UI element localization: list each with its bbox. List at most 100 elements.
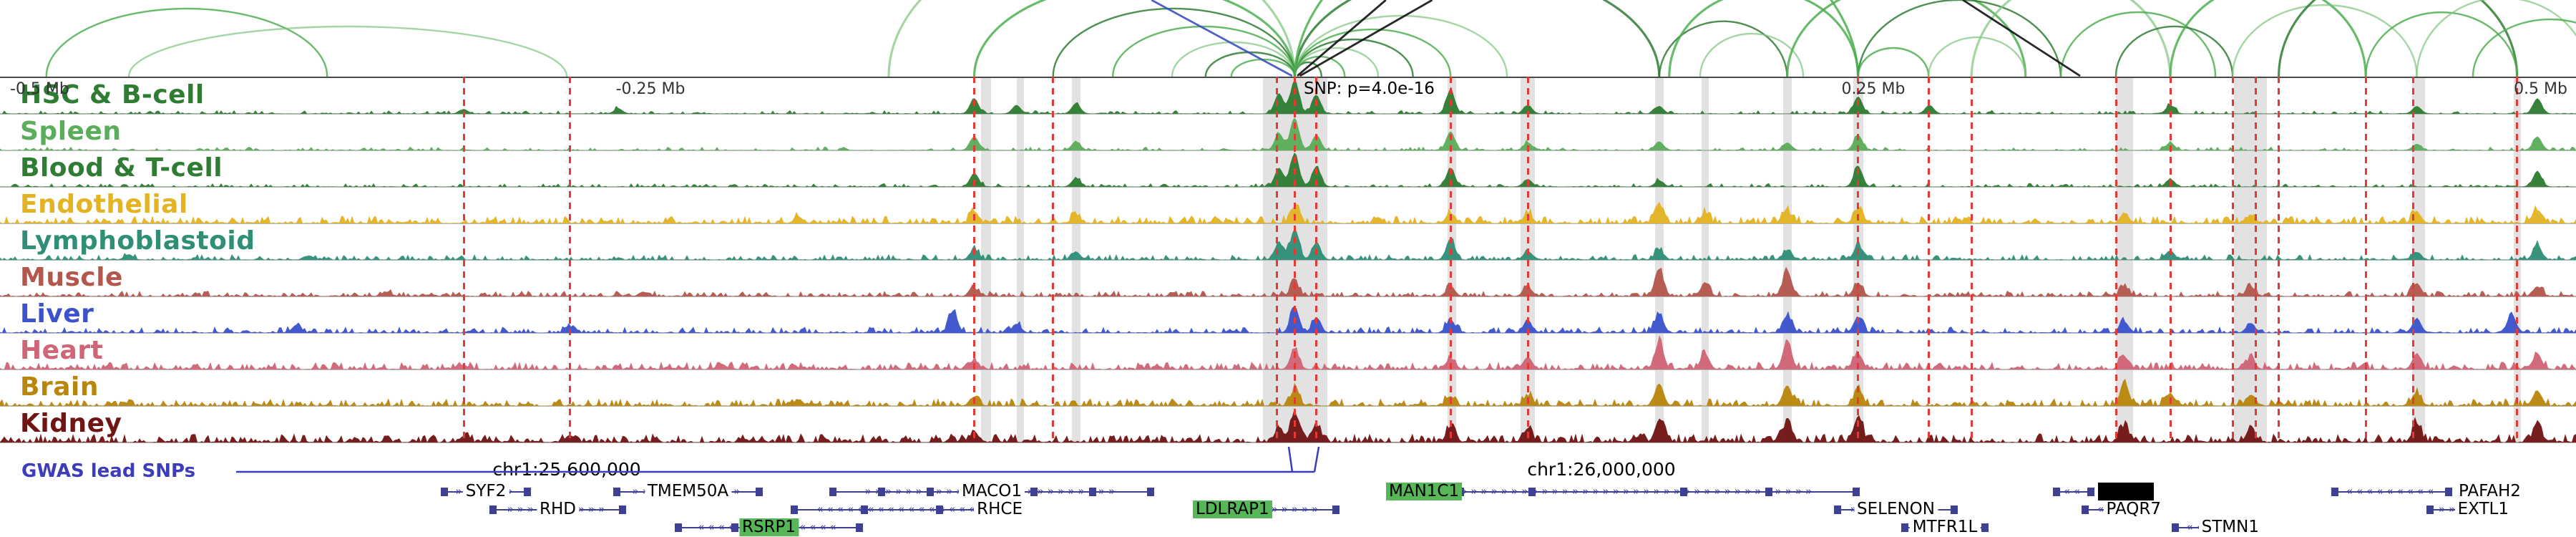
gene-maco1[interactable]: »»»»»»»»»»»»»»»»»»»»»»»»»MACO1 [829, 483, 1154, 500]
signal-tracks-panel: HSC & B-cell Spleen Blood & T-cell Endothel… [0, 77, 2576, 443]
gene-label-selenon: SELENON [1854, 500, 1938, 518]
exon-block [2082, 505, 2089, 514]
gene-label-man1c1: MAN1C1 [1386, 483, 1463, 500]
gwas-lead-snps-label[interactable]: GWAS lead SNPs [21, 460, 196, 482]
exon-block [675, 523, 682, 532]
signal-area-endothelial [0, 201, 2576, 223]
exon-block [2172, 523, 2179, 532]
gene-rhce[interactable]: «««««««««««««««««« RHCE [791, 500, 1025, 518]
exon-block [2426, 505, 2434, 514]
snp-guide-line [2278, 77, 2280, 442]
interaction-arc [1204, 51, 1296, 77]
gene-body-line [2331, 491, 2452, 493]
track-row-kidney[interactable]: Kidney [0, 407, 2576, 443]
track-row-liver[interactable]: Liver [0, 297, 2576, 334]
interaction-arc [1699, 32, 1805, 77]
axis-label-mb-0: -0.5 Mb [10, 80, 69, 98]
track-label-muscle[interactable]: Muscle [20, 263, 123, 292]
interaction-arc [1171, 41, 1296, 77]
track-row-hsc-b-cell[interactable]: HSC & B-cell [0, 78, 2576, 115]
snp-guide-line [1450, 77, 1452, 442]
gene-label-paqr7: PAQR7 [2103, 500, 2164, 518]
snp-guide-line [2412, 77, 2414, 442]
track-row-spleen[interactable]: Spleen [0, 115, 2576, 151]
interaction-arc [1857, 0, 2062, 77]
snp-guide-line [1315, 77, 1317, 442]
track-row-endothelial[interactable]: Endothelial [0, 188, 2576, 224]
signal-area-brain [0, 378, 2576, 406]
gene-body-line [2053, 491, 2094, 493]
track-row-brain[interactable]: Brain [0, 370, 2576, 407]
interaction-arc [1294, 28, 1452, 77]
interaction-arc [887, 0, 1296, 77]
exon-block [1951, 505, 1958, 514]
gene-selenon[interactable]: »»»»»»»»»SELENON [1834, 500, 1958, 518]
interaction-arc [1293, 0, 1661, 77]
gene-paqr7[interactable]: «««««PAQR7 [2082, 500, 2164, 518]
signal-area-hsc-b-cell [0, 79, 2576, 114]
interaction-arc [1658, 20, 1788, 77]
gene-rsrp1[interactable]: ««««««««««««««RSRP1 [675, 518, 863, 536]
gene-rhd[interactable]: »»»»»»»»»»RHD [489, 500, 626, 518]
gene-mtfr1l[interactable]: ««««««MTFR1L [1901, 518, 1989, 536]
gene-label-extl1: EXTL1 [2454, 500, 2512, 518]
exon-block [1147, 488, 1154, 496]
gene-syf2[interactable]: »»»»»»SYF2 [441, 483, 531, 500]
exon-block [791, 505, 798, 514]
signal-area-blood-t-cell [0, 153, 2576, 187]
track-label-kidney[interactable]: Kidney [20, 409, 122, 438]
interaction-arc [1052, 7, 1296, 77]
track-label-blood-t-cell[interactable]: Blood & T-cell [20, 153, 223, 183]
gene-tmem50a[interactable]: »»»»»»»»»»»TMEM50A [613, 483, 763, 500]
interaction-arc [2472, 18, 2576, 77]
interaction-arc [1230, 58, 1296, 77]
gene-aunip[interactable]: «« AUNIP [2053, 483, 2155, 500]
exon-block [1030, 488, 1038, 496]
interaction-arc [2231, 4, 2418, 77]
snp-guide-line [1294, 77, 1296, 442]
track-label-liver[interactable]: Liver [20, 299, 94, 329]
track-label-lymphoblastoid[interactable]: Lymphoblastoid [20, 226, 255, 256]
exon-block [524, 488, 531, 496]
gene-extl1[interactable]: »»»»»»EXTL1 [2426, 500, 2512, 518]
track-label-heart[interactable]: Heart [20, 336, 104, 365]
exon-block [1680, 488, 1687, 496]
exon-block [613, 488, 620, 496]
interaction-arc [1294, 47, 1380, 77]
gene-track: »»»»»»SYF2»»»»»»»»»»RHD»»»»»»»»»»»TMEM50… [0, 442, 2576, 537]
gene-label-pafah2: PAFAH2 [2456, 483, 2524, 500]
gene-label-maco1: MACO1 [959, 483, 1025, 500]
interaction-arc [1294, 38, 1414, 77]
interaction-line [1297, 0, 1387, 77]
track-label-hsc-b-cell[interactable]: HSC & B-cell [20, 80, 205, 110]
gene-label-ldlrap1: LDLRAP1 [1193, 500, 1272, 518]
exon-block [1834, 505, 1841, 514]
gene-stmn1[interactable]: ««««««STMN1 [2172, 518, 2262, 536]
exon-block [2331, 488, 2338, 496]
track-label-endothelial[interactable]: Endothelial [20, 190, 188, 219]
snp-guide-line [973, 77, 975, 442]
track-row-muscle[interactable]: Muscle [0, 261, 2576, 297]
gene-man1c1[interactable]: »»»»»»»»»»»»»»»»»»»»»»»»»»»»»»»»»»»»»» MA… [1386, 483, 1860, 500]
snp-guide-line [2255, 77, 2257, 442]
exon-block [936, 505, 943, 514]
track-label-brain[interactable]: Brain [20, 372, 99, 402]
exon-block [2087, 488, 2094, 496]
snp-guide-line [1527, 77, 1529, 442]
axis-label-mb-2: 0.25 Mb [1841, 80, 1906, 98]
exon-block [1765, 488, 1772, 496]
gene-pafah2[interactable]: ««««««««« PAFAH2 [2331, 483, 2524, 500]
exon-block [1089, 488, 1096, 496]
exon-block [1981, 523, 1989, 532]
track-row-blood-t-cell[interactable]: Blood & T-cell [0, 151, 2576, 188]
interaction-arc [2278, 0, 2519, 77]
coordinate-label-right: chr1:26,000,000 [1527, 459, 1676, 480]
gene-label-mtfr1l: MTFR1L [1909, 518, 1981, 536]
gene-body-line [791, 509, 1025, 511]
track-row-heart[interactable]: Heart [0, 334, 2576, 370]
track-row-lymphoblastoid[interactable]: Lymphoblastoid [0, 224, 2576, 261]
strand-chevrons: ««««««««« [2346, 485, 2438, 498]
track-label-spleen[interactable]: Spleen [20, 117, 122, 146]
gene-ldlrap1[interactable]: »»»»»»»»»»»LDLRAP1 [1193, 500, 1340, 518]
signal-area-heart [0, 335, 2576, 369]
